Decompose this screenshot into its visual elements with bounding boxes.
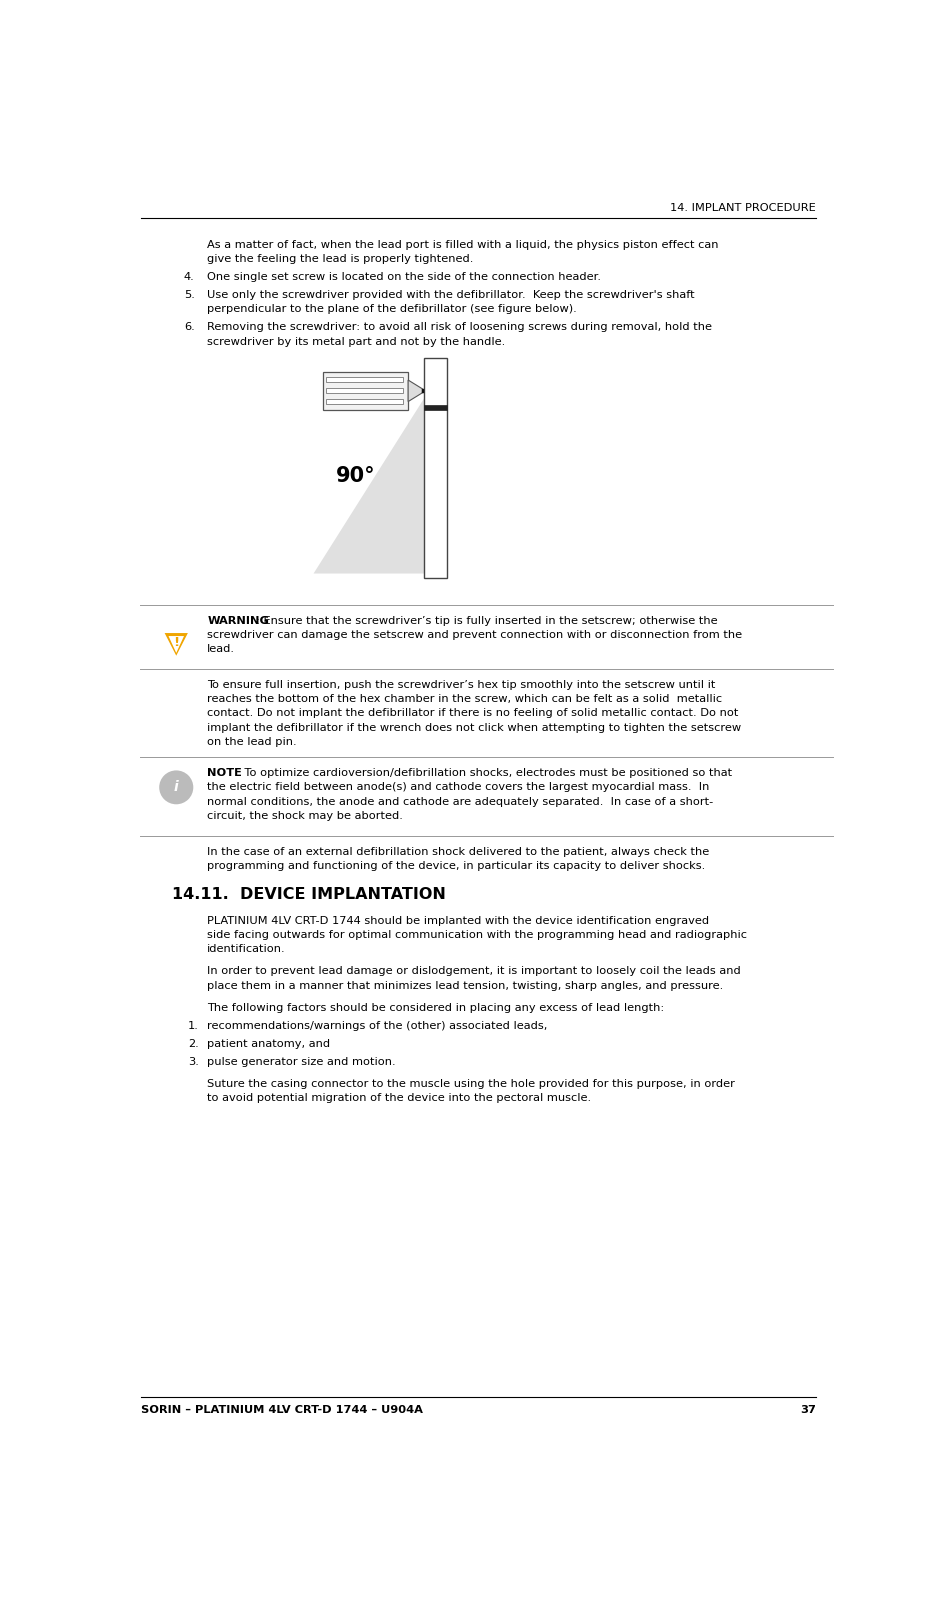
Text: To ensure full insertion, push the screwdriver’s hex tip smoothly into the setsc: To ensure full insertion, push the screw…	[207, 679, 715, 690]
Text: screwdriver by its metal part and not by the handle.: screwdriver by its metal part and not by…	[207, 337, 505, 347]
Text: normal conditions, the anode and cathode are adequately separated.  In case of a: normal conditions, the anode and cathode…	[207, 796, 713, 807]
Text: 2.: 2.	[188, 1039, 198, 1048]
Bar	[326, 377, 403, 382]
Bar	[423, 404, 447, 409]
Text: NOTE: NOTE	[207, 769, 242, 778]
Text: 3.: 3.	[188, 1056, 198, 1067]
Text: 6.: 6.	[184, 323, 194, 332]
Bar	[323, 372, 408, 411]
Bar	[326, 400, 403, 404]
Text: As a matter of fact, when the lead port is filled with a liquid, the physics pis: As a matter of fact, when the lead port …	[207, 240, 718, 249]
Text: In the case of an external defibrillation shock delivered to the patient, always: In the case of an external defibrillatio…	[207, 847, 709, 857]
Text: The following factors should be considered in placing any excess of lead length:: The following factors should be consider…	[207, 1002, 664, 1013]
Text: 1.: 1.	[188, 1021, 198, 1031]
Text: SORIN – PLATINIUM 4LV CRT-D 1744 – U904A: SORIN – PLATINIUM 4LV CRT-D 1744 – U904A	[142, 1405, 423, 1414]
Text: lead.: lead.	[207, 644, 235, 654]
Text: PLATINIUM 4LV CRT-D 1744 should be implanted with the device identification engr: PLATINIUM 4LV CRT-D 1744 should be impla…	[207, 916, 709, 925]
Text: : To optimize cardioversion/defibrillation shocks, electrodes must be positioned: : To optimize cardioversion/defibrillati…	[236, 769, 731, 778]
Text: 90°: 90°	[336, 465, 376, 486]
Text: 4.: 4.	[184, 272, 194, 281]
Text: Removing the screwdriver: to avoid all risk of loosening screws during removal, : Removing the screwdriver: to avoid all r…	[207, 323, 712, 332]
Text: implant the defibrillator if the wrench does not click when attempting to tighte: implant the defibrillator if the wrench …	[207, 722, 741, 732]
Text: perpendicular to the plane of the defibrillator (see figure below).: perpendicular to the plane of the defibr…	[207, 304, 577, 315]
Text: programming and functioning of the device, in particular its capacity to deliver: programming and functioning of the devic…	[207, 861, 705, 871]
Text: 14.11.  DEVICE IMPLANTATION: 14.11. DEVICE IMPLANTATION	[172, 887, 446, 901]
Bar	[423, 358, 447, 578]
Text: WARNING: WARNING	[207, 615, 269, 626]
Bar	[326, 388, 403, 393]
Text: the electric field between anode(s) and cathode covers the largest myocardial ma: the electric field between anode(s) and …	[207, 783, 709, 793]
Text: Use only the screwdriver provided with the defibrillator.  Keep the screwdriver': Use only the screwdriver provided with t…	[207, 289, 694, 300]
Text: !: !	[173, 636, 179, 649]
Text: side facing outwards for optimal communication with the programming head and rad: side facing outwards for optimal communi…	[207, 930, 747, 940]
Text: screwdriver can damage the setscrew and prevent connection with or disconnection: screwdriver can damage the setscrew and …	[207, 630, 742, 639]
Polygon shape	[164, 633, 188, 655]
Text: patient anatomy, and: patient anatomy, and	[207, 1039, 330, 1048]
Polygon shape	[408, 380, 422, 401]
Text: place them in a manner that minimizes lead tension, twisting, sharp angles, and : place them in a manner that minimizes le…	[207, 981, 723, 991]
Text: circuit, the shock may be aborted.: circuit, the shock may be aborted.	[207, 810, 403, 821]
Bar	[422, 388, 424, 393]
Text: to avoid potential migration of the device into the pectoral muscle.: to avoid potential migration of the devi…	[207, 1093, 591, 1103]
Text: In order to prevent lead damage or dislodgement, it is important to loosely coil: In order to prevent lead damage or dislo…	[207, 967, 740, 976]
Text: reaches the bottom of the hex chamber in the screw, which can be felt as a solid: reaches the bottom of the hex chamber in…	[207, 694, 721, 705]
Text: recommendations/warnings of the (other) associated leads,: recommendations/warnings of the (other) …	[207, 1021, 547, 1031]
Text: 37: 37	[799, 1405, 815, 1414]
Text: contact. Do not implant the defibrillator if there is no feeling of solid metall: contact. Do not implant the defibrillato…	[207, 708, 738, 719]
Polygon shape	[313, 398, 424, 574]
Circle shape	[159, 770, 194, 804]
Text: give the feeling the lead is properly tightened.: give the feeling the lead is properly ti…	[207, 254, 473, 264]
Text: identification.: identification.	[207, 944, 286, 954]
Text: i: i	[174, 780, 178, 794]
Text: 5.: 5.	[184, 289, 194, 300]
Polygon shape	[168, 636, 184, 654]
Text: 14. IMPLANT PROCEDURE: 14. IMPLANT PROCEDURE	[669, 203, 815, 213]
Text: pulse generator size and motion.: pulse generator size and motion.	[207, 1056, 396, 1067]
Text: : Ensure that the screwdriver’s tip is fully inserted in the setscrew; otherwise: : Ensure that the screwdriver’s tip is f…	[256, 615, 716, 626]
Text: on the lead pin.: on the lead pin.	[207, 737, 296, 746]
Text: One single set screw is located on the side of the connection header.: One single set screw is located on the s…	[207, 272, 600, 281]
Text: Suture the casing connector to the muscle using the hole provided for this purpo: Suture the casing connector to the muscl…	[207, 1079, 734, 1088]
